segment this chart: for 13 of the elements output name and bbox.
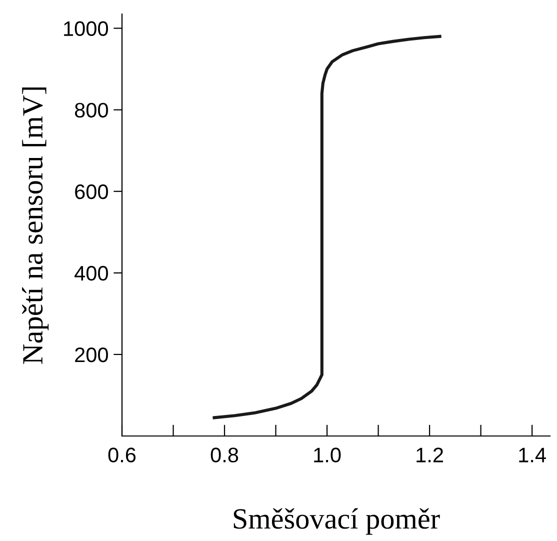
x-tick-label: 1.2 xyxy=(416,448,443,462)
y-tick-label: 1000 xyxy=(64,21,108,36)
x-tick-label: 0.6 xyxy=(108,448,136,462)
x-tick-label: 1.4 xyxy=(519,448,546,462)
y-tick-label: 200 xyxy=(75,347,108,362)
line-series xyxy=(212,34,442,420)
y-tick-label: 600 xyxy=(75,184,108,200)
x-tick-label: 1.0 xyxy=(314,448,341,462)
y-axis-title: Napětí na sensoru [mV] xyxy=(22,87,49,364)
y-tick-label: 400 xyxy=(74,266,108,281)
x-tick-label: 0.8 xyxy=(210,448,238,462)
x-axis-title: Směšovací poměr xyxy=(234,508,440,535)
y-tick-label: 800 xyxy=(74,102,108,118)
